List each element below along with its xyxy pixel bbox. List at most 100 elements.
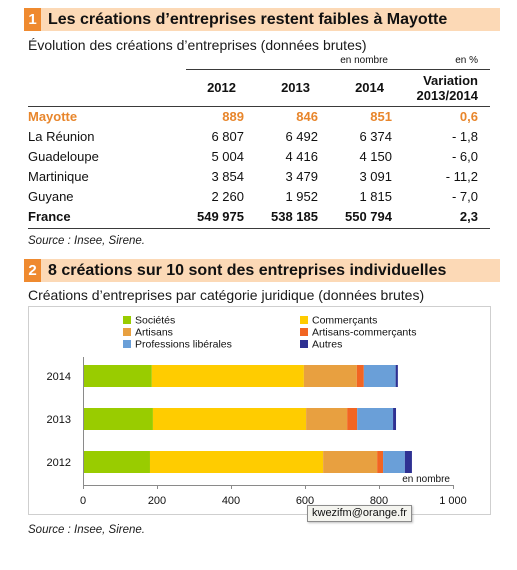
cell-2014: 550 794: [345, 209, 392, 224]
section-1-heading: 1 Les créations d’entreprises restent fa…: [24, 8, 500, 31]
bar-2013-autres: [393, 408, 397, 430]
cell-2013: 4 416: [285, 149, 318, 164]
cell-2014: 3 091: [359, 169, 392, 184]
cell-2014: 1 815: [359, 189, 392, 204]
cell-2014: 851: [370, 109, 392, 124]
email-tooltip: kwezifm@orange.fr: [307, 505, 412, 522]
cell-variation: 2,3: [459, 209, 478, 224]
bar-2012-artisans-commercants: [377, 451, 384, 473]
x-tick-label-400: 400: [222, 495, 240, 507]
table-rule-header: [28, 106, 490, 107]
x-tick-label-1000: 1 000: [439, 495, 467, 507]
table-row-guadeloupe: Guadeloupe 5 004 4 416 4 150 - 6,0: [28, 147, 490, 167]
cell-2013: 3 479: [285, 169, 318, 184]
table-rule-bottom: [28, 228, 490, 229]
cell-variation: - 11,2: [445, 169, 478, 184]
row-label: France: [28, 209, 71, 224]
row-label: Mayotte: [28, 109, 78, 124]
category-label-2014: 2014: [47, 371, 71, 383]
stacked-bar-chart: Sociétés Commerçants Artisans Artisans-comm…: [47, 315, 467, 508]
row-label: Guadeloupe: [28, 149, 99, 164]
legend-label-autres: Autres: [312, 339, 342, 351]
legend-swatch-artisans: [123, 328, 131, 336]
table-units: en nombre en %: [28, 55, 490, 67]
table-row-martinique: Martinique 3 854 3 479 3 091 - 11,2: [28, 167, 490, 187]
unit-label-count: en nombre: [340, 55, 388, 66]
x-tick-label-800: 800: [370, 495, 388, 507]
x-tick-label-600: 600: [296, 495, 314, 507]
table-rule-top: [186, 69, 490, 70]
cell-2013: 538 185: [271, 209, 318, 224]
category-label-2013: 2013: [47, 414, 71, 426]
legend-swatch-societes: [123, 316, 131, 324]
table-title: Évolution des créations d’entreprises (d…: [28, 37, 367, 53]
bar-2013-artisans-commercants: [347, 408, 358, 430]
chart-title: Créations d’entreprises par catégorie ju…: [28, 287, 425, 303]
source-note: Source : Insee, Sirene.: [28, 235, 145, 247]
column-header-variation-period: 2013/2014: [416, 88, 478, 103]
cell-2014: 4 150: [359, 149, 392, 164]
chart-frame: Sociétés Commerçants Artisans Artisans-comm…: [28, 306, 491, 515]
table-row-france: France 549 975 538 185 550 794 2,3: [28, 207, 490, 227]
row-label: Martinique: [28, 169, 89, 184]
table-row-mayotte: Mayotte 889 846 851 0,6: [28, 107, 490, 127]
bar-2012-autres: [404, 451, 412, 473]
cell-2012: 3 854: [211, 169, 244, 184]
legend-label-professions-liberales: Professions libérales: [135, 339, 232, 351]
x-axis-unit-label: en nombre: [402, 474, 450, 485]
cell-2014: 6 374: [359, 129, 392, 144]
bar-2012-professions-liberales: [383, 451, 405, 473]
bar-2014-artisans: [303, 365, 357, 387]
column-header-variation: Variation: [423, 73, 478, 88]
cell-2012: 2 260: [211, 189, 244, 204]
bar-2014-societes: [83, 365, 152, 387]
cell-variation: 0,6: [459, 109, 478, 124]
category-label-2012: 2012: [47, 457, 71, 469]
legend-label-societes: Sociétés: [135, 315, 175, 327]
bar-2014-autres: [395, 365, 398, 387]
column-header-2014: 2014: [355, 80, 384, 95]
section-title: 8 créations sur 10 sont des entreprises …: [48, 262, 447, 279]
legend-swatch-autres: [300, 340, 308, 348]
cell-variation: - 6,0: [451, 149, 478, 164]
x-tick-label-200: 200: [148, 495, 166, 507]
legend-swatch-professions-liberales: [123, 340, 131, 348]
row-label: La Réunion: [28, 129, 95, 144]
cell-2012: 889: [222, 109, 244, 124]
section-2-heading: 2 8 créations sur 10 sont des entreprise…: [24, 259, 500, 282]
legend-label-artisans-commercants: Artisans-commerçants: [312, 327, 416, 339]
cell-variation: - 1,8: [451, 129, 478, 144]
section-title: Les créations d’entreprises restent faib…: [48, 11, 448, 28]
section-number-badge: 1: [24, 8, 41, 31]
bar-2014-artisans-commercants: [356, 365, 364, 387]
bar-2013-professions-liberales: [357, 408, 394, 430]
legend-swatch-commercants: [300, 316, 308, 324]
section-number-badge: 2: [24, 259, 41, 282]
table-header: 2012 2013 2014 Variation 2013/2014: [28, 70, 490, 106]
table-row-la-reunion: La Réunion 6 807 6 492 6 374 - 1,8: [28, 127, 490, 147]
column-header-2012: 2012: [207, 80, 236, 95]
bar-2012-artisans: [323, 451, 378, 473]
bar-2012-societes: [83, 451, 150, 473]
table-row-guyane: Guyane 2 260 1 952 1 815 - 7,0: [28, 187, 490, 207]
cell-2012: 549 975: [197, 209, 244, 224]
unit-label-percent: en %: [455, 55, 478, 66]
bar-2013-societes: [83, 408, 153, 430]
bar-2012-commercants: [149, 451, 324, 473]
bar-2013-artisans: [306, 408, 348, 430]
column-header-2013: 2013: [281, 80, 310, 95]
cell-2013: 6 492: [285, 129, 318, 144]
cell-variation: - 7,0: [451, 189, 478, 204]
x-tick-label-0: 0: [80, 495, 86, 507]
bar-2013-commercants: [152, 408, 307, 430]
cell-2013: 1 952: [285, 189, 318, 204]
bar-2014-professions-liberales: [363, 365, 396, 387]
legend-label-artisans: Artisans: [135, 327, 173, 339]
bar-2014-commercants: [151, 365, 304, 387]
cell-2012: 6 807: [211, 129, 244, 144]
source-note: Source : Insee, Sirene.: [28, 524, 145, 536]
legend-swatch-artisans-commercants: [300, 328, 308, 336]
legend-label-commercants: Commerçants: [312, 315, 377, 327]
row-label: Guyane: [28, 189, 74, 204]
cell-2013: 846: [296, 109, 318, 124]
